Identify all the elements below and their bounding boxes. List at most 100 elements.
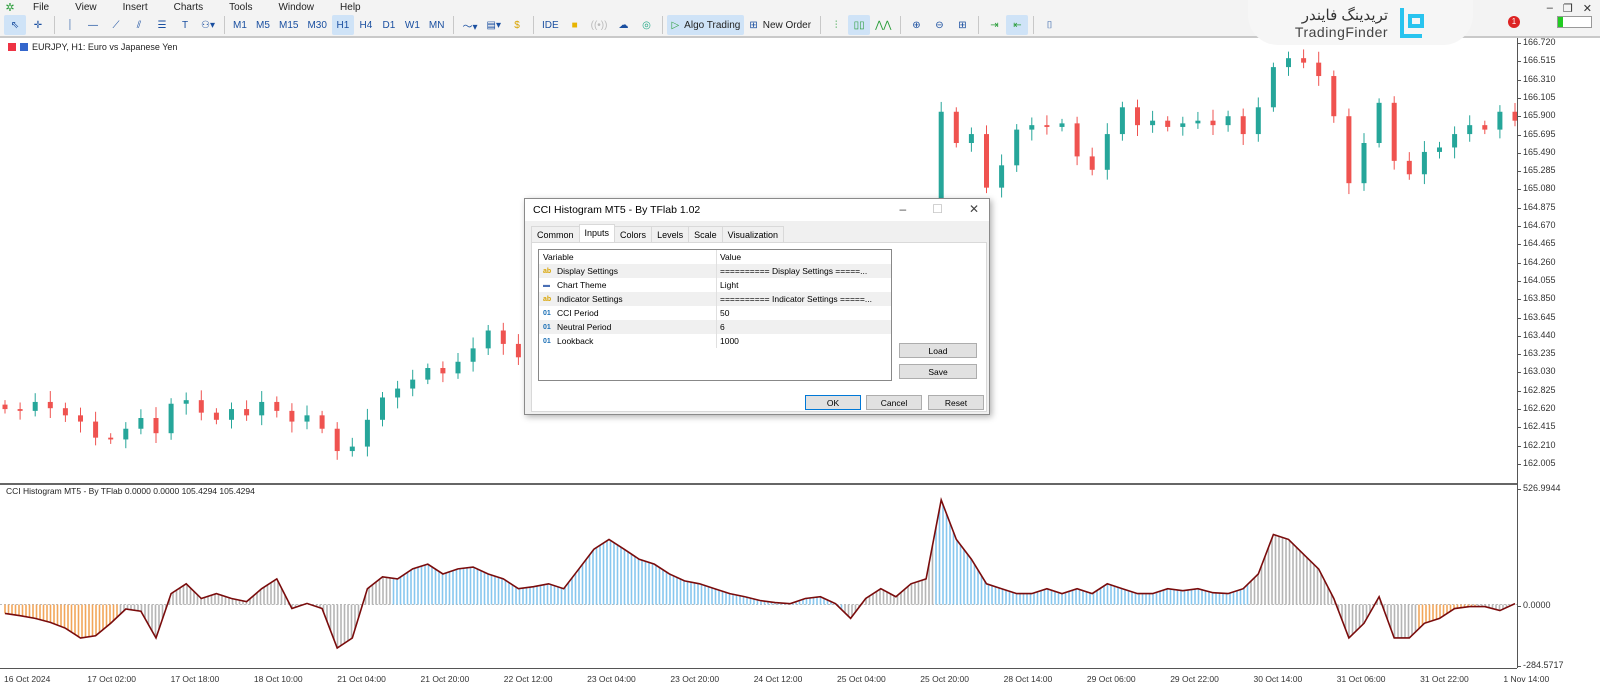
cloud-icon[interactable]: ☁ — [618, 19, 629, 31]
candle — [17, 402, 23, 420]
candle-body — [364, 419, 370, 447]
cursor-icon[interactable]: ⇖ — [4, 15, 26, 35]
ok-button[interactable]: OK — [805, 395, 861, 410]
menu-insert[interactable]: Insert — [122, 1, 148, 13]
notification-badge[interactable]: 1 — [1508, 16, 1520, 28]
indicator-tick: 526.9944 — [1518, 483, 1561, 493]
candle-body — [1270, 67, 1276, 108]
vps-icon[interactable]: ◎ — [642, 19, 651, 31]
table-row[interactable]: 01 Neutral Period 6 — [539, 320, 891, 334]
menu-file[interactable]: File — [33, 1, 50, 13]
timeframe-mn[interactable]: MN — [428, 19, 445, 31]
menu-window[interactable]: Window — [278, 1, 315, 13]
chart-shift-icon[interactable]: ⇤ — [1006, 15, 1029, 35]
timeframe-d1[interactable]: D1 — [382, 19, 396, 31]
candle-body — [168, 403, 174, 434]
bar-chart-icon[interactable]: ⫶ — [834, 19, 838, 31]
close-icon[interactable]: ✕ — [1582, 3, 1592, 15]
candle-body — [289, 410, 295, 422]
table-row[interactable]: ab Indicator Settings ========== Indicator… — [539, 292, 891, 306]
divider — [820, 16, 822, 34]
timeframe-w1[interactable]: W1 — [404, 19, 420, 31]
candle — [1467, 115, 1473, 142]
signal-icon[interactable]: ((•)) — [590, 19, 608, 31]
timeframe-h1[interactable]: H1 — [331, 15, 354, 35]
candle-body — [1074, 123, 1080, 157]
channel-icon[interactable]: ⫽ — [136, 19, 142, 31]
time-tick: 25 Oct 20:00 — [920, 674, 969, 684]
ide-button[interactable]: IDE — [541, 19, 559, 31]
text-icon[interactable]: T — [181, 19, 189, 31]
bag-icon[interactable]: ■ — [571, 19, 578, 31]
menu-charts[interactable]: Charts — [173, 1, 204, 13]
new-order-button[interactable]: ⊞ New Order — [745, 15, 815, 35]
algo-trading-button[interactable]: ▷ Algo Trading — [667, 15, 745, 35]
chart-type-icon[interactable]: 〜▾ — [462, 21, 478, 33]
candle-body — [108, 437, 114, 440]
table-row[interactable]: 01 Lookback 1000 — [539, 334, 891, 348]
cell-value[interactable]: 1000 — [720, 336, 739, 346]
time-axis[interactable]: 16 Oct 2024 17 Oct 02:00 17 Oct 18:00 18 Oc… — [0, 668, 1549, 686]
minimize-icon[interactable]: – — [1546, 2, 1553, 14]
reset-button[interactable]: Reset — [928, 395, 984, 410]
tab-inputs[interactable]: Inputs — [578, 224, 616, 243]
crosshair-icon[interactable]: ✛ — [33, 19, 43, 31]
load-button[interactable]: Load — [899, 343, 977, 358]
restore-icon[interactable]: ❐ — [1562, 3, 1573, 15]
price-tick: 166.720 — [1518, 37, 1556, 47]
candle — [1437, 141, 1442, 159]
menu-view[interactable]: View — [75, 1, 97, 13]
tab-visualization[interactable]: Visualization — [721, 226, 784, 245]
cell-value[interactable]: ========== Indicator Settings =====... — [720, 294, 872, 304]
table-row[interactable]: ab Display Settings ========== Display Set… — [539, 264, 891, 278]
table-row[interactable]: 01 CCI Period 50 — [539, 306, 891, 320]
screenshot-icon[interactable]: ⌷ — [1046, 19, 1053, 31]
table-row[interactable]: ▬ Chart Theme Light — [539, 278, 891, 292]
horizontal-line-icon[interactable]: — — [88, 19, 98, 31]
price-tick: 163.440 — [1518, 330, 1556, 340]
timeframe-m30[interactable]: M30 — [307, 19, 327, 31]
line-chart-icon[interactable]: ⋀⋀ — [875, 19, 892, 31]
candle-body — [1376, 102, 1382, 144]
zoom-out-icon[interactable]: ⊖ — [935, 19, 944, 31]
auto-scroll-icon[interactable]: ⇥ — [990, 19, 999, 31]
shapes-icon[interactable]: ⚇▾ — [201, 19, 215, 31]
cell-value[interactable]: 6 — [720, 322, 725, 332]
panel-divider[interactable] — [0, 483, 1517, 485]
cell-value[interactable]: 50 — [720, 308, 730, 318]
menu-help[interactable]: Help — [340, 1, 361, 13]
flag-icon — [8, 43, 16, 51]
timeframe-m1[interactable]: M1 — [233, 19, 247, 31]
candlestick-icon[interactable]: ▯▯ — [848, 15, 871, 35]
minimize-icon[interactable]: – — [899, 202, 907, 216]
trendline-icon[interactable]: ⟋ — [112, 19, 120, 31]
indicator-chart[interactable] — [0, 484, 1517, 668]
cell-value[interactable]: Light — [720, 280, 739, 290]
vertical-line-icon[interactable]: ⏐ — [67, 19, 73, 31]
cell-value[interactable]: ========== Display Settings =====... — [720, 266, 868, 276]
menu-tools[interactable]: Tools — [229, 1, 253, 13]
timeframe-m5[interactable]: M5 — [256, 19, 270, 31]
candle-body — [259, 401, 265, 416]
indicator-tick: -284.5717 — [1518, 660, 1564, 670]
zoom-in-icon[interactable]: ⊕ — [912, 19, 921, 31]
candle — [1195, 111, 1201, 129]
timeframe-m15[interactable]: M15 — [279, 19, 299, 31]
candle — [198, 390, 204, 421]
time-tick: 17 Oct 18:00 — [170, 674, 220, 684]
candle-body — [32, 401, 38, 411]
price-axis[interactable]: 166.720 166.515 166.310 166.105 165.900 165.6… — [1517, 37, 1600, 484]
close-icon[interactable]: ✕ — [968, 202, 979, 216]
cancel-button[interactable]: Cancel — [866, 395, 922, 410]
fibonacci-icon[interactable]: ☰ — [157, 19, 167, 31]
app-logo-icon: ✲ — [5, 1, 15, 14]
candle-body — [334, 428, 340, 452]
templates-icon[interactable]: ▤▾ — [486, 19, 501, 31]
tile-windows-icon[interactable]: ⊞ — [958, 19, 967, 31]
price-tick: 164.875 — [1518, 202, 1556, 212]
indicator-axis[interactable]: 526.9944 0.0000 -284.5717 — [1517, 483, 1600, 670]
maximize-icon[interactable]: ☐ — [932, 202, 943, 216]
save-button[interactable]: Save — [899, 364, 977, 379]
market-icon[interactable]: $ — [514, 19, 520, 31]
timeframe-h4[interactable]: H4 — [359, 19, 373, 31]
